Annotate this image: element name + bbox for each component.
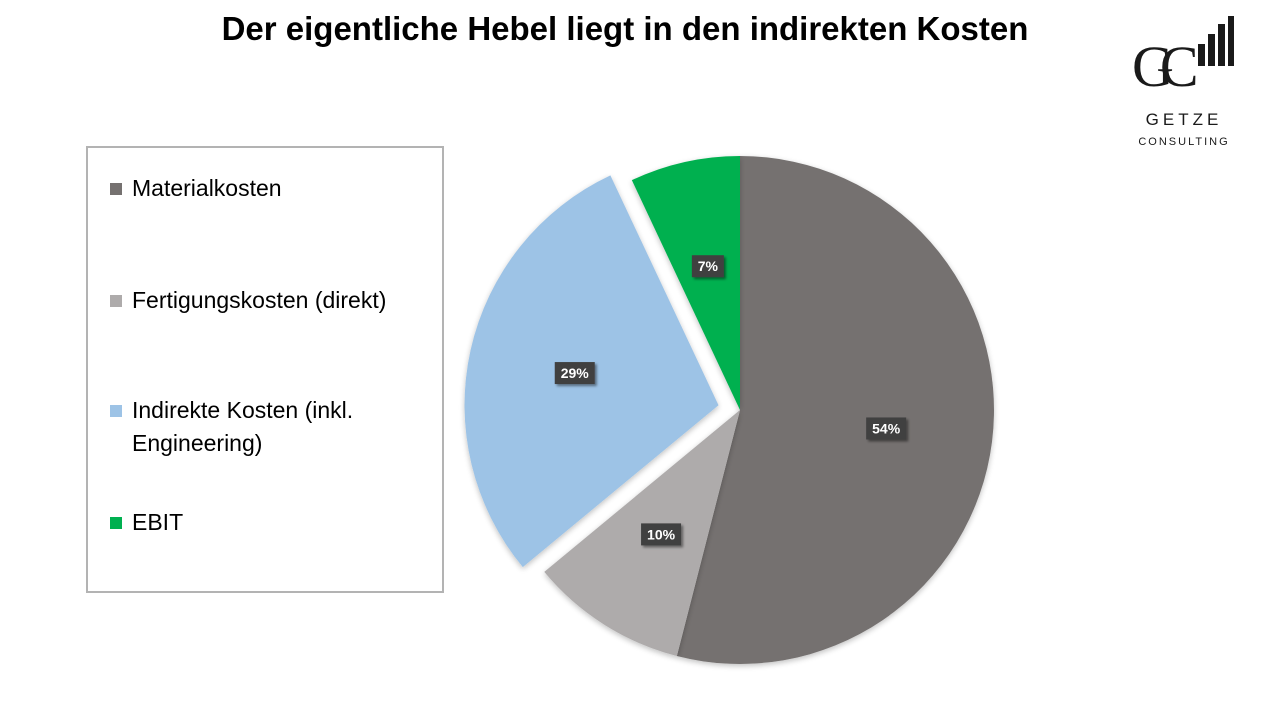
legend-item-indirekte-kosten: Indirekte Kosten (inkl. Engineering) <box>110 394 440 460</box>
pie-slice-ebit <box>631 156 740 410</box>
bar-chart-icon <box>1198 16 1234 66</box>
data-label-group: 29% <box>554 362 595 385</box>
legend-label: Indirekte Kosten (inkl. Engineering) <box>132 397 354 456</box>
legend-label: EBIT <box>132 509 184 535</box>
chart-title: Der eigentliche Hebel liegt in den indir… <box>221 10 1029 47</box>
legend-swatch <box>110 295 122 307</box>
data-label-box <box>866 417 907 440</box>
data-label-box <box>554 362 595 385</box>
data-label-box <box>691 255 724 278</box>
legend-item-ebit: EBIT <box>110 506 440 539</box>
chart-legend: Materialkosten Fertigungskosten (direkt)… <box>86 146 444 593</box>
legend-item-fertigungskosten: Fertigungskosten (direkt) <box>110 284 440 317</box>
logo-name: GETZE <box>1145 110 1223 129</box>
data-label-group: 54% <box>866 417 907 440</box>
logo-subtitle: CONSULTING <box>1138 136 1230 148</box>
logo-monogram: GC <box>1132 34 1198 99</box>
data-label: 10% <box>647 526 676 542</box>
data-label: 7% <box>698 258 719 274</box>
pie-slice-materialkosten <box>676 156 994 664</box>
data-label-box <box>641 523 682 546</box>
legend-item-materialkosten: Materialkosten <box>110 172 440 205</box>
data-label-group: 7% <box>691 255 724 278</box>
data-label-group: 10% <box>641 523 682 546</box>
data-label: 54% <box>872 420 901 436</box>
legend-label: Fertigungskosten (direkt) <box>132 287 387 313</box>
legend-swatch <box>110 183 122 195</box>
legend-label: Materialkosten <box>132 175 282 201</box>
pie-chart: 54% 10% 29% 7% <box>464 156 994 664</box>
legend-swatch <box>110 405 122 417</box>
legend-swatch <box>110 517 122 529</box>
data-label: 29% <box>561 365 590 381</box>
company-logo: GC GETZE CONSULTING <box>1128 12 1240 152</box>
